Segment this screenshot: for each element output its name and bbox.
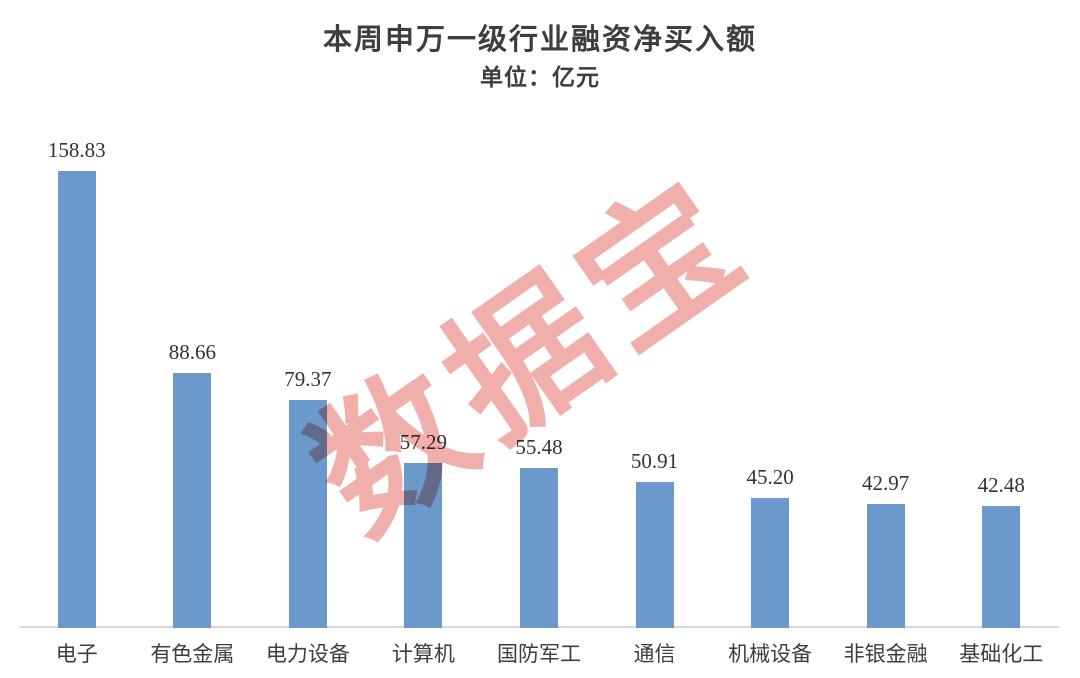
bar [519, 468, 558, 628]
bar [173, 372, 212, 628]
bar-slot: 55.48 [481, 140, 597, 628]
x-axis-category-label: 计算机 [391, 642, 455, 666]
bar-value-label: 42.97 [862, 471, 910, 496]
x-axis-labels: 电子 有色金属 电力设备 计算机 国防军工 通信 机械设备 非银金融 基础化工 [19, 644, 1059, 674]
bar-slot: 79.37 [250, 140, 366, 628]
bar [866, 504, 905, 628]
x-axis-category-label: 非银金融 [843, 642, 928, 666]
bar-value-label: 50.91 [630, 448, 679, 473]
bar-value-label: 158.83 [47, 138, 106, 162]
bar-slot: 42.97 [828, 140, 944, 628]
bar-slot: 158.83 [19, 140, 135, 628]
bar-value-label: 88.66 [168, 339, 216, 364]
bar [57, 171, 96, 628]
bar-value-label: 45.20 [746, 464, 794, 489]
bar [982, 505, 1021, 628]
x-axis-category-label: 有色金属 [150, 642, 235, 666]
bar-value-label: 79.37 [284, 366, 332, 391]
bar-slot: 88.66 [135, 140, 251, 628]
bar-slot: 45.20 [712, 140, 828, 628]
chart-subtitle: 单位：亿元 [480, 65, 600, 90]
bar-value-label: 42.48 [977, 472, 1025, 497]
bar [751, 497, 790, 628]
x-axis-category-label: 电子 [55, 642, 98, 666]
bar [635, 481, 674, 628]
chart-title: 本周申万一级行业融资净买入额 [322, 24, 757, 56]
bar-value-label: 55.48 [515, 435, 563, 460]
x-axis-category-label: 国防军工 [496, 642, 581, 666]
x-axis-category-label: 机械设备 [728, 642, 813, 666]
bar-slot: 50.91 [597, 140, 713, 628]
bar-value-label: 57.29 [399, 430, 448, 455]
x-axis-category-label: 电力设备 [265, 642, 350, 666]
bar-slot: 57.29 [366, 140, 482, 628]
x-axis-category-label: 基础化工 [959, 642, 1044, 666]
x-axis-category-label: 通信 [633, 642, 676, 666]
bar-slot: 42.48 [943, 140, 1059, 628]
bar [288, 399, 327, 628]
bar [404, 463, 443, 628]
plot-area: 158.83 88.66 79.37 57.29 55.48 50.91 45.20 42.9… [19, 140, 1059, 628]
